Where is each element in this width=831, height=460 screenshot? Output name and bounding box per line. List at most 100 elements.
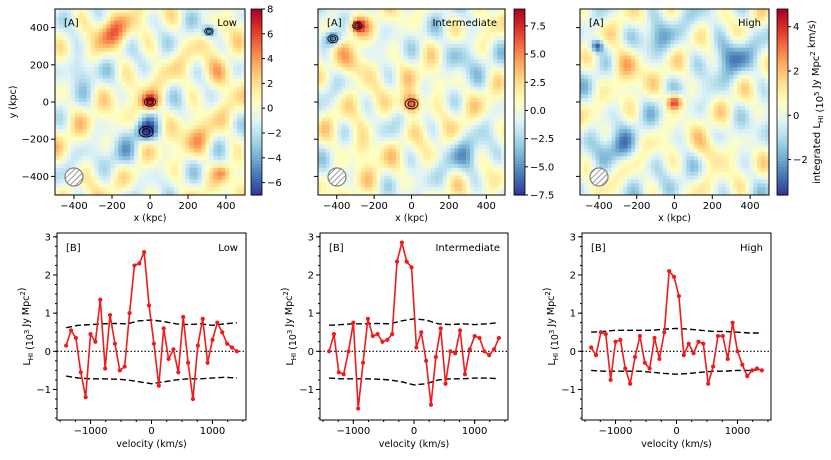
- heatmap-cell: [209, 105, 214, 111]
- heatmap-cell: [469, 43, 475, 49]
- heatmap-cell: [497, 152, 502, 157]
- heatmap-cell: [345, 121, 350, 126]
- heatmap-cell: [126, 36, 131, 41]
- heatmap-cell: [221, 179, 226, 184]
- contour-outer: [404, 98, 419, 110]
- heatmap-cell: [209, 171, 214, 177]
- heatmap-cell: [473, 191, 479, 195]
- colorbar-swatch: [251, 89, 262, 94]
- heatmap-cell: [134, 148, 139, 153]
- heatmap-cell: [130, 121, 135, 126]
- heatmap-cell: [345, 36, 350, 41]
- heatmap-cell: [201, 133, 207, 138]
- heatmap-cell: [411, 9, 416, 14]
- heatmap-cell: [150, 36, 155, 41]
- heatmap-cell: [205, 179, 210, 184]
- heatmap-cell: [411, 82, 416, 88]
- heatmap-cell: [493, 51, 498, 57]
- heatmap-cell: [221, 9, 226, 14]
- heatmap-cell: [318, 82, 323, 88]
- heatmap-cell: [94, 179, 100, 184]
- heatmap-cell: [485, 67, 491, 72]
- heatmap-cell: [130, 78, 135, 84]
- heatmap-cell: [122, 94, 127, 99]
- heatmap-cell: [169, 117, 175, 122]
- heatmap-cell: [98, 148, 104, 153]
- heatmap-cell: [380, 148, 385, 153]
- heatmap-cell: [94, 171, 100, 177]
- heatmap-cell: [493, 90, 498, 95]
- heatmap-cell: [337, 36, 342, 41]
- heatmap-cell: [407, 121, 413, 126]
- heatmap-cell: [205, 82, 210, 88]
- heatmap-cell: [229, 144, 234, 150]
- heatmap-cell: [497, 12, 502, 18]
- heatmap-cell: [217, 148, 222, 153]
- heatmap-cell: [201, 20, 207, 26]
- heatmap-cell: [380, 36, 385, 41]
- heatmap-cell: [587, 9, 593, 14]
- heatmap-cell: [122, 187, 127, 192]
- heatmap-cell: [321, 55, 327, 60]
- heatmap-cell: [213, 160, 218, 165]
- heatmap-cell: [462, 67, 467, 72]
- heatmap-cell: [583, 183, 589, 188]
- heatmap-cell: [142, 90, 147, 95]
- heatmap-cell: [392, 113, 397, 119]
- heatmap-cell: [173, 24, 179, 29]
- heatmap-cell: [392, 129, 397, 134]
- heatmap-cell: [454, 164, 459, 169]
- heatmap-cell: [380, 24, 385, 29]
- heatmap-cell: [419, 40, 424, 45]
- heatmap-cell: [58, 160, 64, 165]
- heatmap-cell: [90, 133, 96, 138]
- heatmap-cell: [82, 94, 88, 99]
- heatmap-cell: [78, 105, 84, 111]
- heatmap-cell: [134, 164, 139, 169]
- heatmap-cell: [193, 191, 199, 195]
- heatmap-cell: [181, 125, 187, 130]
- heatmap-cell: [583, 82, 589, 88]
- heatmap-cell: [122, 125, 127, 130]
- colorbar-tick-label: 6: [267, 29, 273, 40]
- heatmap-cell: [217, 74, 222, 80]
- heatmap-cell: [58, 183, 64, 188]
- heatmap-cell: [74, 105, 80, 111]
- heatmap-cell: [497, 144, 502, 150]
- heatmap-cell: [399, 16, 405, 22]
- panel-tag: [A]: [327, 18, 342, 29]
- heatmap-cell: [473, 51, 479, 57]
- heatmap-cell: [427, 164, 432, 169]
- heatmap-cell: [189, 78, 195, 84]
- heatmap-cell: [430, 125, 436, 130]
- heatmap-cell: [580, 16, 585, 22]
- heatmap-cell: [122, 74, 127, 80]
- heatmap-cell: [134, 102, 139, 107]
- heatmap-cell: [430, 102, 436, 107]
- heatmap-cell: [349, 179, 354, 184]
- heatmap-cell: [165, 156, 171, 161]
- heatmap-cell: [580, 51, 585, 57]
- heatmap-cell: [583, 16, 589, 22]
- heatmap-cell: [349, 121, 354, 126]
- heatmap-cell: [376, 105, 381, 111]
- heatmap-cell: [469, 78, 475, 84]
- heatmap-cell: [376, 171, 381, 177]
- heatmap-cell: [329, 43, 335, 49]
- heatmap-cell: [462, 167, 467, 173]
- heatmap-cell: [126, 156, 131, 161]
- heatmap-cell: [407, 74, 413, 80]
- heatmap-cell: [165, 90, 171, 95]
- heatmap-cell: [458, 16, 463, 22]
- heatmap-cell: [395, 59, 401, 64]
- heatmap-cell: [201, 71, 207, 76]
- heatmap-cell: [114, 74, 119, 80]
- heatmap-cell: [70, 140, 76, 146]
- heatmap-cell: [98, 156, 104, 161]
- heatmap-cell: [82, 20, 88, 26]
- heatmap-cell: [189, 187, 195, 192]
- heatmap-cell: [241, 9, 245, 14]
- heatmap-cell: [189, 55, 195, 60]
- heatmap-cell: [229, 78, 234, 84]
- heatmap-cell: [489, 82, 494, 88]
